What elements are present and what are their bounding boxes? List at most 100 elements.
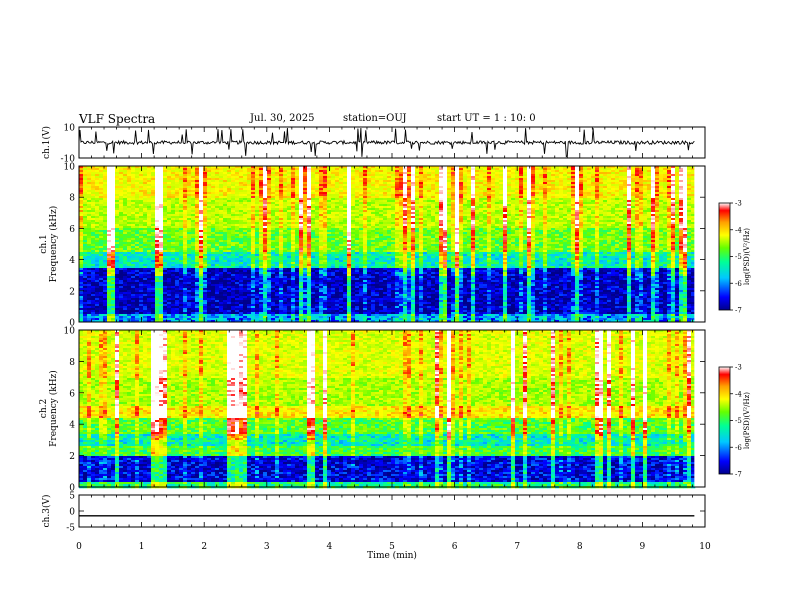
spectrogram-cell xyxy=(111,176,116,179)
spectrogram-cell xyxy=(655,222,660,225)
spectrogram-cell xyxy=(583,176,588,179)
spectrogram-cell xyxy=(371,192,376,195)
spectrogram-cell xyxy=(203,172,208,175)
spectrogram-cell xyxy=(575,198,580,201)
spectrogram-cell xyxy=(131,186,136,189)
spectrogram-cell xyxy=(571,192,576,195)
spectrogram-cell xyxy=(359,168,364,171)
spectrogram-cell xyxy=(87,172,92,175)
spectrogram-cell xyxy=(427,196,432,199)
spectrogram-cell xyxy=(543,204,548,207)
spectrogram-cell xyxy=(643,186,648,189)
spectrogram-cell xyxy=(111,210,116,213)
spectrogram-cell xyxy=(503,194,508,197)
spectrogram-cell xyxy=(319,182,324,185)
spectrogram-cell xyxy=(671,214,676,217)
spectrogram-cell xyxy=(311,216,316,219)
spectrogram-cell xyxy=(663,170,668,173)
spectrogram-cell xyxy=(643,190,648,193)
spectrogram-cell xyxy=(103,186,108,189)
spectrogram-cell xyxy=(319,212,324,215)
spectrogram-cell xyxy=(143,178,148,181)
spectrogram-cell xyxy=(275,228,280,231)
spectrogram-cell xyxy=(159,178,164,181)
spectrogram-cell xyxy=(291,218,296,221)
spectrogram-cell xyxy=(423,176,428,179)
spectrogram-cell xyxy=(671,192,676,195)
spectrogram-cell xyxy=(255,224,260,227)
spectrogram-cell xyxy=(183,222,188,225)
spectrogram-cell xyxy=(215,198,220,201)
spectrogram-cell xyxy=(495,174,500,177)
spectrogram-cell xyxy=(459,184,464,187)
spectrogram-cell xyxy=(191,198,196,201)
spectrogram-cell xyxy=(263,180,268,183)
spectrogram-cell xyxy=(595,178,600,181)
spectrogram-cell xyxy=(243,194,248,197)
spectrogram-cell xyxy=(403,198,408,201)
spectrogram-cell xyxy=(295,220,300,223)
spectrogram-cell xyxy=(315,220,320,223)
spectrogram-cell xyxy=(155,214,160,217)
spectrogram-cell xyxy=(223,190,228,193)
spectrogram-cell xyxy=(199,210,204,213)
spectrogram-cell xyxy=(499,220,504,223)
spectrogram-cell xyxy=(115,218,120,221)
spectrogram-cell xyxy=(663,176,668,179)
spectrogram-cell xyxy=(563,212,568,215)
spectrogram-cell xyxy=(315,194,320,197)
spectrogram-cell xyxy=(295,204,300,207)
spectrogram-cell xyxy=(107,226,112,229)
spectrogram-cell xyxy=(171,218,176,221)
spectrogram-cell xyxy=(651,200,656,203)
spectrogram-cell xyxy=(579,180,584,183)
spectrogram-cell xyxy=(591,220,596,223)
spectrogram-cell xyxy=(367,190,372,193)
spectrogram-cell xyxy=(119,210,124,213)
spectrogram-cell xyxy=(247,188,252,191)
spectrogram-cell xyxy=(475,168,480,171)
spectrogram-cell xyxy=(603,214,608,217)
spectrogram-cell xyxy=(283,200,288,203)
spectrogram-cell xyxy=(579,178,584,181)
spectrogram-cell xyxy=(315,172,320,175)
spectrogram-cell xyxy=(79,174,84,177)
spectrogram-cell xyxy=(367,178,372,181)
spectrogram-cell xyxy=(347,186,352,189)
spectrogram-cell xyxy=(571,186,576,189)
spectrogram-cell xyxy=(531,176,536,179)
spectrogram-cell xyxy=(579,206,584,209)
spectrogram-cell xyxy=(347,212,352,215)
spectrogram-cell xyxy=(571,188,576,191)
spectrogram-cell xyxy=(127,228,132,231)
spectrogram-cell xyxy=(215,220,220,223)
spectrogram-cell xyxy=(611,192,616,195)
spectrogram-cell xyxy=(603,172,608,175)
spectrogram-cell xyxy=(355,216,360,219)
spectrogram-cell xyxy=(231,196,236,199)
spectrogram-cell xyxy=(123,222,128,225)
spectrogram-cell xyxy=(487,186,492,189)
spectrogram-cell xyxy=(495,196,500,199)
spectrogram-cell xyxy=(615,190,620,193)
spectrogram-cell xyxy=(659,200,664,203)
spectrogram-cell xyxy=(651,186,656,189)
spectrogram-cell xyxy=(675,188,680,191)
spectrogram-cell xyxy=(351,178,356,181)
spectrogram-cell xyxy=(411,206,416,209)
spectrogram-cell xyxy=(111,222,116,225)
spectrogram-cell xyxy=(383,224,388,227)
spectrogram-cell xyxy=(119,200,124,203)
spectrogram-cell xyxy=(435,210,440,213)
spectrogram-cell xyxy=(679,216,684,219)
spectrogram-cell xyxy=(655,176,660,179)
spectrogram-cell xyxy=(631,214,636,217)
spectrogram-cell xyxy=(623,168,628,171)
spectrogram-cell xyxy=(395,180,400,183)
spectrogram-cell xyxy=(331,228,336,231)
spectrogram-cell xyxy=(103,192,108,195)
spectrogram-cell xyxy=(175,196,180,199)
spectrogram-cell xyxy=(603,218,608,221)
spectrogram-cell xyxy=(515,210,520,213)
spectrogram-cell xyxy=(439,188,444,191)
